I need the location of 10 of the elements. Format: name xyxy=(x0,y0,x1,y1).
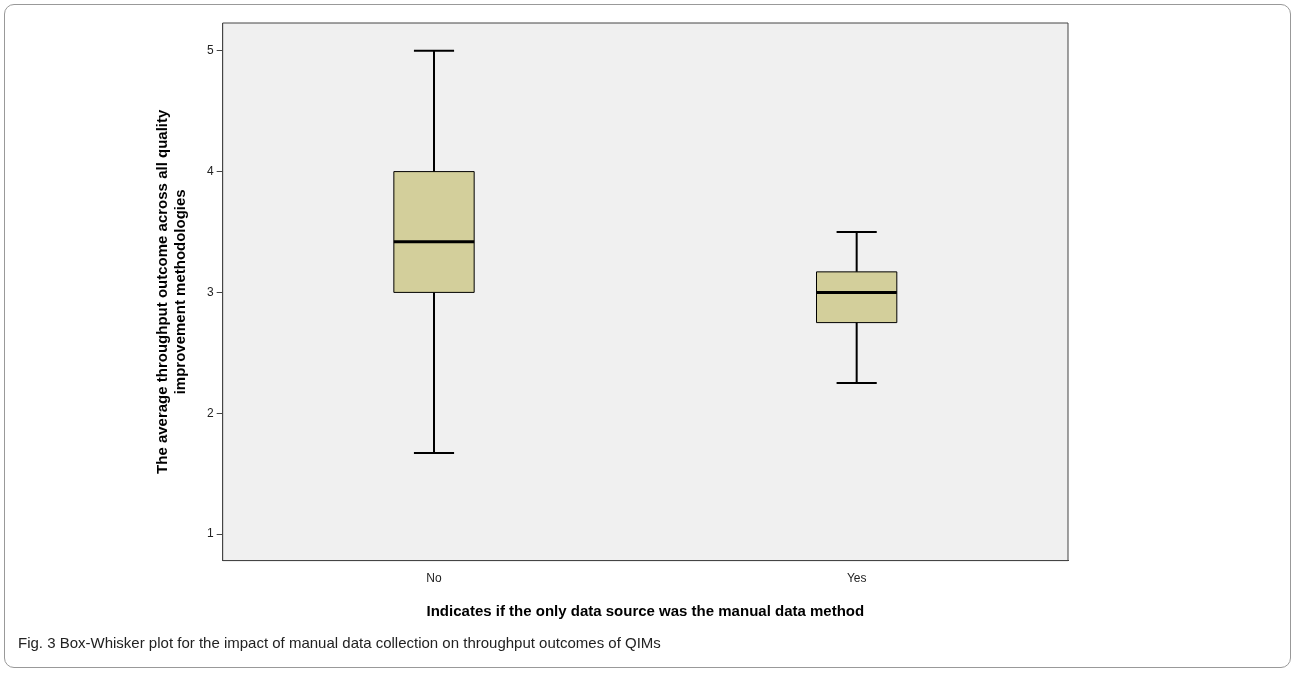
y-tick-label: 4 xyxy=(206,163,214,178)
y-tick-label: 5 xyxy=(206,43,214,58)
y-axis-title: The average throughput outcome across all quality improvement methodologies xyxy=(153,109,189,474)
x-tick-label: Yes xyxy=(846,571,867,586)
y-tick-label: 3 xyxy=(206,284,214,299)
y-tick-label: 1 xyxy=(206,526,214,541)
x-axis-title: Indicates if the only data source was the manual data method xyxy=(426,602,865,620)
caption: Fig. 3 Box-Whisker plot for the impact of manual data collection on throughput outcomes of QIMs xyxy=(18,634,661,651)
y-tick-label: 2 xyxy=(206,405,214,420)
x-tick-label: No xyxy=(426,571,442,586)
